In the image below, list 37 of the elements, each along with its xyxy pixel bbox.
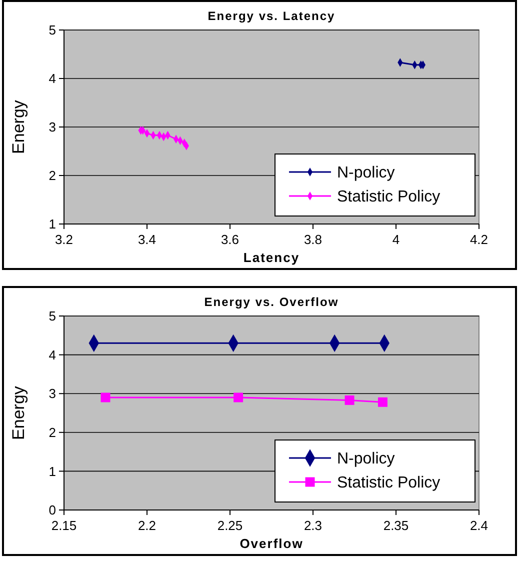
y-tick-label: 2 bbox=[48, 424, 56, 440]
point bbox=[344, 395, 354, 405]
y-tick-label: 4 bbox=[48, 347, 56, 362]
x-tick-label: 3.2 bbox=[54, 232, 74, 247]
legend-label: Statistic Policy bbox=[337, 188, 440, 206]
x-tick-label: 4.2 bbox=[470, 232, 488, 247]
x-axis-title: Latency bbox=[243, 250, 300, 265]
x-tick-label: 4 bbox=[392, 232, 400, 247]
x-tick-label: 2.35 bbox=[383, 518, 409, 533]
legend-label: N-policy bbox=[337, 164, 395, 182]
point bbox=[378, 397, 388, 407]
x-tick-label: 2.3 bbox=[304, 518, 322, 533]
y-tick-label: 3 bbox=[48, 386, 56, 402]
y-axis-title: Energy bbox=[9, 100, 28, 154]
x-axis-title: Overflow bbox=[240, 536, 304, 551]
y-tick-label: 5 bbox=[48, 22, 56, 38]
x-tick-label: 3.4 bbox=[138, 232, 156, 247]
x-tick-label: 2.15 bbox=[51, 518, 77, 533]
x-tick-label: 2.25 bbox=[217, 518, 243, 533]
y-tick-label: 5 bbox=[48, 308, 56, 324]
point bbox=[100, 392, 110, 402]
y-axis-title: Energy bbox=[9, 386, 28, 440]
legend-label: N-policy bbox=[337, 450, 395, 468]
chart-title: Energy vs. Latency bbox=[208, 9, 336, 23]
x-tick-label: 2.4 bbox=[470, 518, 488, 533]
x-tick-label: 2.2 bbox=[138, 518, 156, 533]
x-tick-label: 3.8 bbox=[304, 232, 322, 247]
y-tick-label: 2 bbox=[48, 168, 56, 184]
chart-title: Energy vs. Overflow bbox=[204, 295, 339, 309]
y-tick-label: 4 bbox=[48, 71, 56, 86]
legend-label: Statistic Policy bbox=[337, 474, 440, 492]
y-tick-label: 0 bbox=[48, 502, 56, 518]
point bbox=[234, 392, 244, 402]
y-tick-label: 1 bbox=[48, 464, 56, 479]
y-tick-label: 1 bbox=[48, 216, 56, 232]
y-tick-label: 3 bbox=[48, 120, 56, 135]
x-tick-label: 3.6 bbox=[220, 232, 240, 247]
